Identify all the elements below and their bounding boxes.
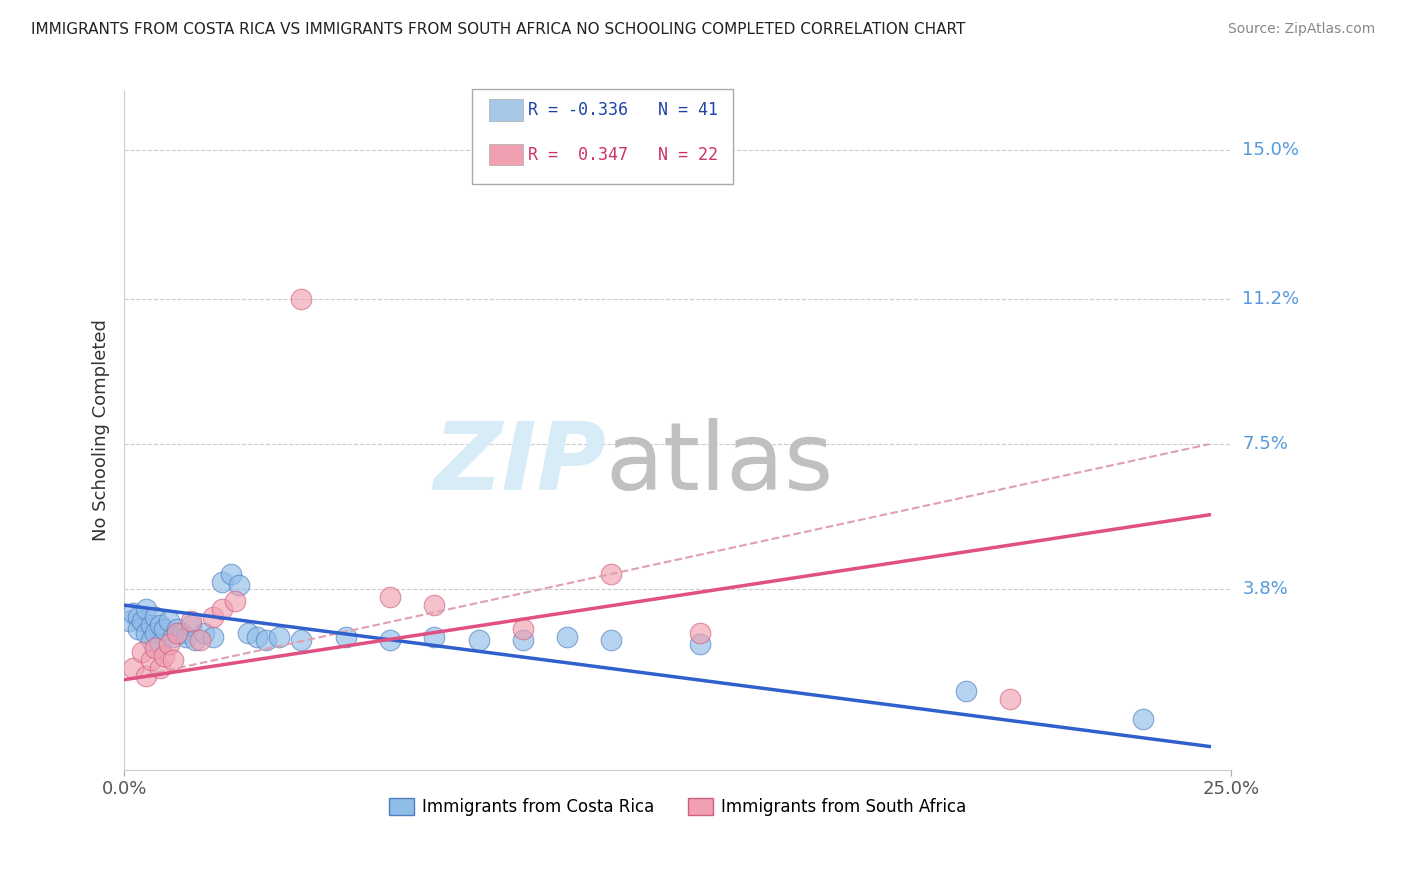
Text: R = -0.336   N = 41: R = -0.336 N = 41 [529,101,718,119]
Y-axis label: No Schooling Completed: No Schooling Completed [93,319,110,541]
Point [143,625,166,640]
Text: 11.2%: 11.2% [1243,290,1299,308]
Point [188,633,211,648]
Text: R =  0.347   N = 22: R = 0.347 N = 22 [529,145,718,164]
Point [170,625,193,640]
Text: 3.8%: 3.8% [1243,581,1288,599]
Point [228,578,250,592]
Point [139,653,162,667]
Point [139,617,162,632]
Point [180,614,202,628]
Point [157,614,180,628]
Legend: Immigrants from Costa Rica, Immigrants from South Africa: Immigrants from Costa Rica, Immigrants f… [382,791,973,822]
Point [423,630,446,644]
Point [423,598,446,612]
Point [174,630,197,644]
Point [211,602,233,616]
Point [127,622,149,636]
Point [153,622,176,636]
Point [512,622,534,636]
Point [143,641,166,656]
Point [166,625,188,640]
Point [184,633,207,648]
Point [211,574,233,589]
Point [149,661,172,675]
Point [180,617,202,632]
Point [135,625,157,640]
Text: IMMIGRANTS FROM COSTA RICA VS IMMIGRANTS FROM SOUTH AFRICA NO SCHOOLING COMPLETE: IMMIGRANTS FROM COSTA RICA VS IMMIGRANTS… [31,22,966,37]
Text: atlas: atlas [606,418,834,510]
Point [135,669,157,683]
Point [998,692,1021,706]
Point [512,633,534,648]
Point [131,614,153,628]
Point [219,566,242,581]
Point [153,649,176,664]
Point [955,684,977,698]
Point [246,630,269,644]
Point [290,292,312,306]
Text: 15.0%: 15.0% [1243,141,1299,159]
Text: Source: ZipAtlas.com: Source: ZipAtlas.com [1227,22,1375,37]
Point [378,633,401,648]
Text: 7.5%: 7.5% [1243,435,1288,453]
Point [162,630,184,644]
Point [290,633,312,648]
Point [166,622,188,636]
Point [238,625,260,640]
Text: ZIP: ZIP [433,418,606,510]
Point [467,633,489,648]
Point [135,602,157,616]
Point [143,610,166,624]
Point [224,594,246,608]
Point [254,633,277,648]
Point [689,637,711,651]
Point [600,566,623,581]
Point [122,606,145,620]
Point [378,591,401,605]
Point [139,633,162,648]
Point [162,653,184,667]
Point [149,617,172,632]
Point [555,630,578,644]
Point [689,625,711,640]
Point [1132,712,1154,726]
Point [201,610,224,624]
Point [127,610,149,624]
Point [157,637,180,651]
Point [117,614,139,628]
Point [122,661,145,675]
Point [600,633,623,648]
Point [149,637,172,651]
Point [269,630,291,644]
Point [335,630,357,644]
Point [201,630,224,644]
Point [193,625,215,640]
Point [131,645,153,659]
